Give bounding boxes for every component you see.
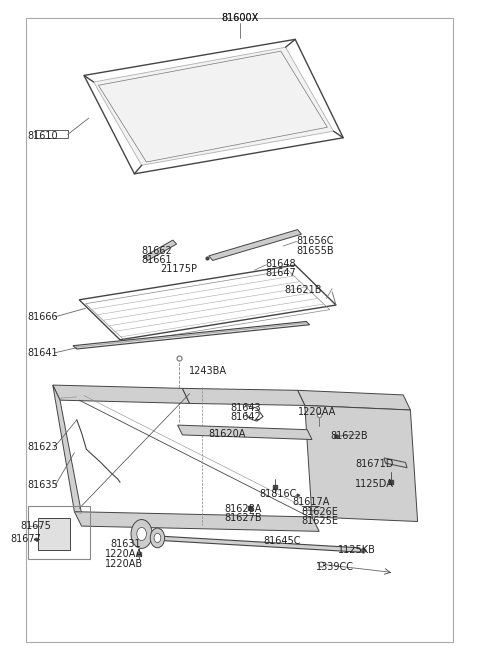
- Circle shape: [131, 520, 152, 548]
- Text: 81677: 81677: [11, 534, 41, 544]
- Text: 81816C: 81816C: [259, 489, 297, 499]
- Text: 1243BA: 1243BA: [189, 365, 227, 376]
- Text: 81648: 81648: [265, 258, 296, 269]
- Polygon shape: [94, 47, 334, 165]
- Text: 81628A: 81628A: [225, 504, 262, 514]
- Polygon shape: [182, 388, 305, 405]
- Bar: [38, 518, 70, 550]
- Text: 81671D: 81671D: [355, 459, 394, 470]
- Bar: [28, 506, 90, 559]
- Polygon shape: [73, 321, 310, 349]
- Polygon shape: [144, 240, 177, 260]
- Text: 81661: 81661: [142, 255, 172, 265]
- Text: 81647: 81647: [265, 268, 296, 278]
- Text: 81662: 81662: [142, 245, 172, 256]
- Polygon shape: [384, 458, 407, 468]
- Text: 81625E: 81625E: [301, 516, 338, 526]
- Text: 81631: 81631: [110, 539, 141, 550]
- Text: 81617A: 81617A: [293, 497, 330, 508]
- Polygon shape: [178, 425, 312, 440]
- Text: 1220AB: 1220AB: [105, 558, 143, 569]
- Text: 81620A: 81620A: [209, 429, 246, 440]
- Text: 1220AA: 1220AA: [105, 549, 143, 560]
- Text: 81642: 81642: [230, 412, 261, 422]
- Text: 81641: 81641: [28, 348, 59, 358]
- Text: 81621B: 81621B: [284, 285, 322, 295]
- Polygon shape: [305, 405, 418, 522]
- Text: 1125KB: 1125KB: [338, 544, 376, 555]
- Polygon shape: [74, 512, 319, 531]
- Text: 1220AA: 1220AA: [298, 407, 336, 417]
- Bar: [26, 18, 453, 642]
- Circle shape: [137, 527, 146, 541]
- Text: 81600X: 81600X: [221, 13, 259, 24]
- Circle shape: [150, 528, 165, 548]
- Text: 81623: 81623: [28, 442, 59, 453]
- Text: 1339CC: 1339CC: [316, 562, 354, 572]
- Text: 81610: 81610: [28, 131, 59, 141]
- Text: 81643: 81643: [230, 403, 261, 413]
- Text: 81656C: 81656C: [297, 236, 334, 247]
- Polygon shape: [298, 390, 410, 410]
- Text: 81622B: 81622B: [330, 430, 368, 441]
- Text: 21175P: 21175P: [160, 264, 197, 274]
- Text: 81645C: 81645C: [263, 535, 300, 546]
- Polygon shape: [209, 230, 301, 260]
- Text: 81627B: 81627B: [225, 513, 262, 523]
- Text: 81600X: 81600X: [221, 13, 259, 24]
- Text: 1125DA: 1125DA: [355, 479, 394, 489]
- Text: 81675: 81675: [20, 521, 51, 531]
- Bar: [35, 130, 68, 138]
- Circle shape: [154, 533, 161, 543]
- Text: 81666: 81666: [28, 312, 59, 322]
- Text: 81635: 81635: [28, 480, 59, 491]
- Polygon shape: [134, 535, 364, 552]
- Polygon shape: [53, 385, 82, 514]
- Polygon shape: [53, 385, 190, 403]
- Text: 81655B: 81655B: [297, 245, 334, 256]
- Text: 81626E: 81626E: [301, 506, 338, 517]
